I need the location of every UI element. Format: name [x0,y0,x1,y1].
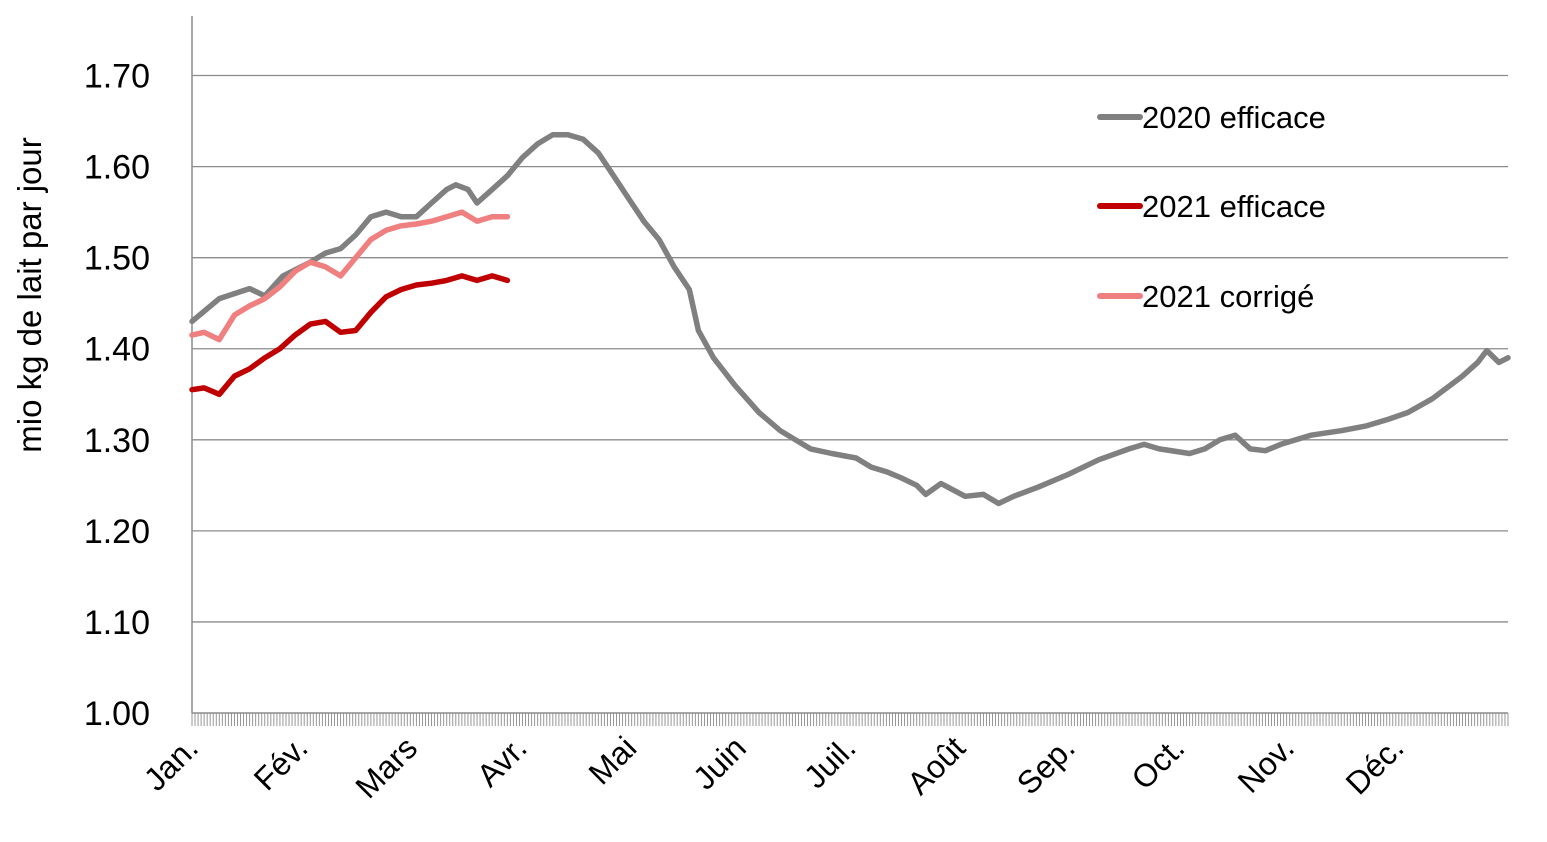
x-tick-label: Mai [581,729,643,791]
y-tick-label: 1.20 [84,513,150,551]
y-tick-label: 1.00 [84,695,150,733]
x-tick-label: Avr. [470,729,534,793]
y-tick-label: 1.60 [84,149,150,187]
y-tick-label: 1.50 [84,240,150,278]
y-tick-label: 1.30 [84,422,150,460]
x-tick-label: Oct. [1124,729,1191,796]
x-tick-label: Mars [348,729,424,805]
series-lines [189,131,1511,507]
legend: 2020 efficace 2021 efficace 2021 corrigé [1097,100,1326,314]
legend-label: 2021 corrigé [1142,279,1314,314]
x-tick-label: Jan. [137,729,205,797]
legend-label: 2020 efficace [1142,100,1326,135]
axes [191,16,1509,726]
series-line-1 [189,131,1511,507]
x-tick-label: Fév. [247,729,315,797]
y-tick-label: 1.10 [84,604,150,642]
x-tick-label: Déc. [1339,729,1411,801]
y-tick-label: 1.70 [84,58,150,96]
y-axis-ticks: 1.00 1.10 1.20 1.30 1.40 1.50 1.60 1.70 [84,58,150,733]
series-line-2 [189,273,511,398]
x-axis-ticks: Jan. Fév. Mars Avr. Mai Juin Juil. Août Sep. Oct.… [137,729,1411,805]
x-tick-label: Juin [686,729,753,796]
x-tick-label: Juil. [797,729,863,795]
x-tick-label: Août [900,729,972,801]
gridlines [192,74,1508,623]
y-tick-label: 1.40 [84,331,150,369]
y-axis-label: mio kg de lait par jour [11,137,48,452]
x-tick-label: Sep. [1010,729,1082,801]
x-tick-label: Nov. [1231,729,1301,799]
legend-label: 2021 efficace [1142,189,1326,224]
x-axis-minor-ticks [191,713,1509,726]
series-line-3 [189,209,511,343]
